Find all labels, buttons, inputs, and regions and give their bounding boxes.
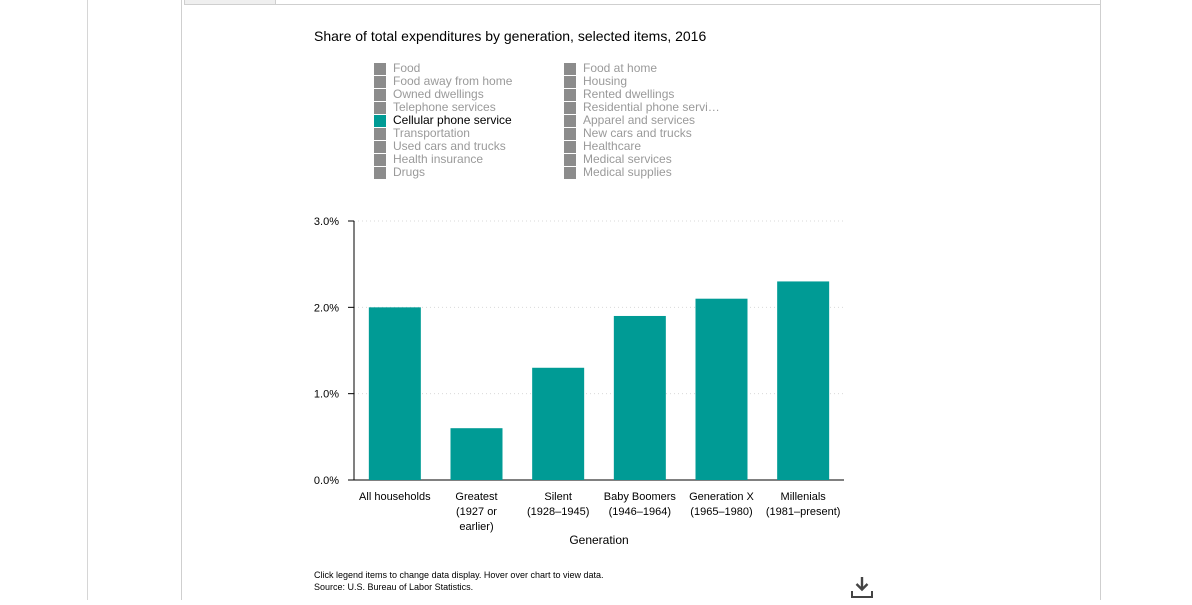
x-tick-label: Baby Boomers <box>604 491 677 503</box>
legend-item[interactable]: Housing <box>564 75 720 88</box>
legend-label: Cellular phone service <box>393 113 512 127</box>
legend-label: New cars and trucks <box>583 126 692 140</box>
legend-item[interactable]: Medical supplies <box>564 166 720 179</box>
legend-item[interactable]: Medical services <box>564 153 720 166</box>
legend-swatch <box>564 140 576 153</box>
y-tick-label: 2.0% <box>314 302 339 314</box>
legend-label: Owned dwellings <box>393 87 484 101</box>
x-tick-label: Greatest <box>455 491 497 503</box>
download-button[interactable] <box>849 574 875 600</box>
legend-label: Drugs <box>393 165 426 179</box>
legend-item[interactable]: New cars and trucks <box>564 127 720 140</box>
legend-swatch <box>374 75 386 88</box>
legend-swatch <box>564 101 576 114</box>
legend-item[interactable]: Residential phone servi… <box>564 101 720 114</box>
legend-swatch <box>564 127 576 140</box>
legend-item[interactable]: Used cars and trucks <box>374 140 512 153</box>
bar[interactable] <box>532 367 585 480</box>
legend-item[interactable]: Telephone services <box>374 101 512 114</box>
legend-item[interactable]: Owned dwellings <box>374 88 512 101</box>
legend-item[interactable]: Healthcare <box>564 140 720 153</box>
footnote-instructions: Click legend items to change data displa… <box>314 570 604 580</box>
legend-label: Residential phone servi… <box>583 100 720 114</box>
legend-item[interactable]: Cellular phone service <box>374 114 512 127</box>
legend-label: Used cars and trucks <box>393 139 506 153</box>
legend-swatch <box>374 101 386 114</box>
x-tick-label: Generation X <box>689 491 754 503</box>
legend-label: Food away from home <box>393 74 513 88</box>
legend-swatch <box>564 153 576 166</box>
y-tick-label: 1.0% <box>314 389 339 401</box>
legend-swatch <box>374 88 386 101</box>
legend-swatch <box>374 62 386 75</box>
footnote-source: Source: U.S. Bureau of Labor Statistics. <box>314 582 474 592</box>
legend-item[interactable]: Food <box>374 62 512 75</box>
x-tick-label: (1965–1980) <box>690 506 752 518</box>
download-icon <box>851 577 873 598</box>
legend-swatch <box>374 166 386 179</box>
bar[interactable] <box>613 315 666 480</box>
bar[interactable] <box>450 428 503 480</box>
x-tick-label: Silent <box>544 491 572 503</box>
legend-swatch <box>374 127 386 140</box>
legend-swatch <box>564 62 576 75</box>
legend-swatch <box>564 88 576 101</box>
legend-swatch <box>564 75 576 88</box>
legend-item[interactable]: Rented dwellings <box>564 88 720 101</box>
legend-label: Rented dwellings <box>583 87 675 101</box>
y-tick-label: 0.0% <box>314 475 339 487</box>
x-tick-label: Millenials <box>781 491 827 503</box>
legend-item[interactable]: Food away from home <box>374 75 512 88</box>
legend-label: Telephone services <box>393 100 496 114</box>
legend-label: Transportation <box>393 126 470 140</box>
legend-item[interactable]: Health insurance <box>374 153 512 166</box>
x-tick-label: All households <box>359 491 431 503</box>
bar[interactable] <box>777 281 830 480</box>
page-divider <box>87 0 88 600</box>
panel-top-border <box>275 4 1101 5</box>
x-tick-label: earlier) <box>459 521 493 533</box>
legend-label: Health insurance <box>393 152 484 166</box>
legend-label: Medical services <box>583 152 672 166</box>
legend-label: Housing <box>583 74 628 88</box>
x-tick-label: (1946–1964) <box>609 506 671 518</box>
legend-swatch <box>374 140 386 153</box>
legend-swatch <box>564 166 576 179</box>
legend-swatch <box>374 114 386 127</box>
legend-item[interactable]: Apparel and services <box>564 114 720 127</box>
legend-swatch <box>374 153 386 166</box>
x-tick-label: (1928–1945) <box>527 506 589 518</box>
legend-label: Apparel and services <box>583 113 696 127</box>
y-tick-label: 3.0% <box>314 216 339 228</box>
bar[interactable] <box>695 298 748 480</box>
bar[interactable] <box>368 307 421 480</box>
chart-footnote: Click legend items to change data displa… <box>314 569 603 593</box>
panel-tab[interactable] <box>184 0 276 5</box>
legend-label: Medical supplies <box>583 165 672 179</box>
legend-swatch <box>564 114 576 127</box>
x-axis-title: Generation <box>569 533 628 547</box>
x-tick-label: (1981–present) <box>766 506 841 518</box>
legend-label: Food <box>393 61 421 75</box>
chart-title: Share of total expenditures by generatio… <box>314 28 707 44</box>
legend-item[interactable]: Drugs <box>374 166 512 179</box>
chart-panel <box>181 0 1101 600</box>
legend-label: Healthcare <box>583 139 642 153</box>
legend-label: Food at home <box>583 61 658 75</box>
x-tick-label: (1927 or <box>456 506 497 518</box>
legend-column-2: Food at home Housing Rented dwellings Resid… <box>564 62 720 179</box>
legend-column-1: Food Food away from home Owned dwellings Te… <box>374 62 512 179</box>
legend-item[interactable]: Food at home <box>564 62 720 75</box>
legend-item[interactable]: Transportation <box>374 127 512 140</box>
